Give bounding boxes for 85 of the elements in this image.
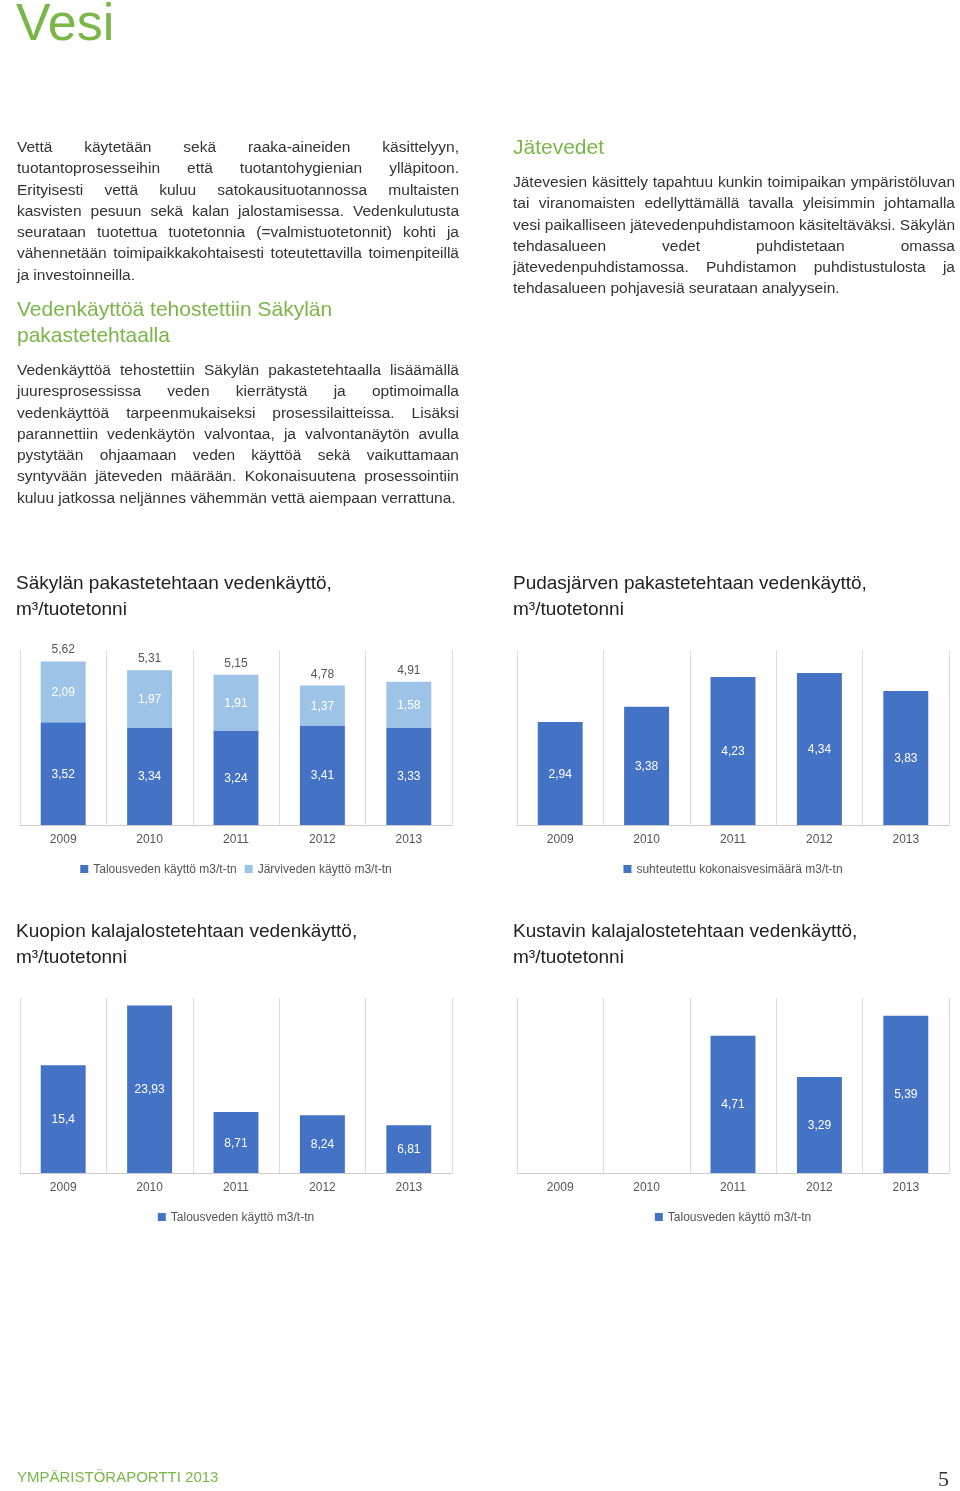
- data-label: 1,58: [397, 697, 421, 712]
- x-tick-label: 2011: [223, 832, 250, 846]
- bar: [127, 670, 173, 728]
- data-label: 3,24: [224, 770, 248, 785]
- bar: [127, 1005, 173, 1173]
- text: Vedenkäyttöä tehostettiin Säkylän pakastetehtaalla: [17, 296, 334, 348]
- text: Vettä käytetään sekä raaka-aineiden käsittelyyn, tuotantoprosesseihin että tuotantohygienian ylläpitoon. Erityisesti vettä kuluu satokausituotannossa multaisten kasvisten pesuun sekä kalan jalostamisessa. Vedenkulutusta seurataan tuotettua tuotetonnia (=valmistuotetonnit) kohti ja vähennetään toimipaikkakohtaisesti toteutettavilla toimenpiteillä ja investoinneilla.: [17, 137, 459, 285]
- x-tick-label: 2010: [633, 832, 661, 846]
- bar: [213, 1112, 259, 1173]
- text: Jätevedet: [513, 135, 606, 159]
- x-tick-label: 2010: [633, 1180, 661, 1194]
- data-label: 8,24: [310, 1137, 335, 1152]
- bar: [127, 727, 173, 825]
- data-label: 6,81: [397, 1142, 421, 1157]
- data-label: 4,34: [807, 742, 832, 757]
- data-label: 3,52: [51, 766, 76, 781]
- total-label: 5,62: [51, 642, 76, 657]
- legend-label: Talousveden käyttö m3/t-tn: [667, 1210, 812, 1224]
- bar: [624, 706, 670, 825]
- x-tick-label: 2013: [892, 1180, 920, 1194]
- bar: [386, 681, 432, 728]
- data-label: 1,97: [137, 691, 162, 706]
- bar: [796, 673, 842, 825]
- data-label: 3,38: [634, 758, 659, 773]
- chart-title: Pudasjärven pakastetehtaan vedenkäyttö, m³/tuotetonni: [513, 571, 868, 621]
- x-tick-label: 2013: [395, 1180, 423, 1194]
- text: YMPÄRISTÖRAPORTTI 2013: [17, 1468, 219, 1485]
- data-label: 1,37: [310, 698, 335, 713]
- x-tick-label: 2009: [546, 1180, 574, 1194]
- bar: [386, 727, 432, 825]
- x-tick-label: 2012: [806, 832, 834, 846]
- data-label: 4,23: [721, 743, 745, 758]
- x-tick-label: 2013: [892, 832, 920, 846]
- data-label: 3,33: [397, 769, 421, 784]
- data-label: 4,71: [721, 1097, 745, 1112]
- x-tick-label: 2011: [223, 1180, 250, 1194]
- data-label: 2,94: [548, 766, 573, 781]
- total-label: 5,31: [137, 651, 162, 666]
- bar: [213, 730, 259, 825]
- x-tick-label: 2011: [720, 832, 747, 846]
- total-label: 4,91: [397, 662, 421, 677]
- total-label: 5,15: [224, 655, 248, 670]
- data-label: 8,71: [224, 1135, 248, 1150]
- data-label: 2,09: [51, 684, 76, 699]
- chart-title: Kustavin kalajalostetehtaan vedenkäyttö, m³/tuotetonni: [513, 919, 859, 969]
- x-tick-label: 2009: [49, 1180, 77, 1194]
- data-label: 15,4: [51, 1112, 76, 1127]
- bar: [386, 1125, 432, 1173]
- data-label: 3,83: [894, 750, 918, 765]
- bar: [40, 1065, 86, 1173]
- data-label: 5,39: [894, 1087, 918, 1102]
- bar: [299, 685, 345, 726]
- legend-label: suhteutettu kokonaisvesimäärä m3/t-tn: [636, 862, 843, 876]
- x-tick-label: 2012: [309, 832, 337, 846]
- bar: [40, 722, 86, 825]
- chart-title: Säkylän pakastetehtaan vedenkäyttö, m³/tuotetonni: [16, 571, 333, 621]
- text: Vedenkäyttöä tehostettiin Säkylän pakastetehtaalla lisäämällä juuresprosessissa veden kierrätystä ja optimoimalla vedenkäyttöä tarpeenmukaiseksi prosessilaitteissa. Lisäksi parannettiin vedenkäytön valvontaa, ja valvontanäytön avulla pystytään ohjaamaan veden käyttöä sekä vaikuttamaan syntyvään jäteveden määrään. Kokonaisuutena prosessointiin kuluu jatkossa neljännes vähemmän vettä aiempaan verrattuna.: [17, 360, 459, 508]
- text: 5: [938, 1466, 949, 1491]
- data-label: 3,34: [137, 769, 162, 784]
- x-tick-label: 2012: [309, 1180, 337, 1194]
- bar: [299, 1115, 345, 1173]
- bar: [883, 690, 929, 825]
- text: Vesi: [16, 0, 115, 52]
- bar: [213, 674, 259, 731]
- x-tick-label: 2009: [49, 832, 77, 846]
- legend-label: Järviveden käyttö m3/t-tn: [257, 862, 392, 876]
- legend-label: Talousveden käyttö m3/t-tn: [93, 862, 237, 876]
- bar: [299, 725, 345, 825]
- data-label: 1,91: [224, 695, 248, 710]
- chart-title: Kuopion kalajalostetehtaan vedenkäyttö, m³/tuotetonni: [16, 919, 359, 969]
- data-label: 3,41: [310, 768, 335, 783]
- x-tick-label: 2011: [720, 1180, 747, 1194]
- data-label: 23,93: [134, 1082, 165, 1097]
- bar: [40, 661, 86, 723]
- bar: [537, 722, 583, 825]
- text: Jätevesien käsittely tapahtuu kunkin toimipaikan ympäristöluvan tai viranomaisten edellyttämällä tavalla yleisimmin johtamalla vesi paikalliseen jätevedenpuhdistamoon käsiteltäväksi. Säkylän tehdasalueen vedet puhdistetaan omassa jätevedenpuhdistamossa. Puhdistamon puhdistustulosta ja tehdasalueen pohjavesiä seurataan analyysein.: [513, 172, 956, 299]
- total-label: 4,78: [310, 666, 335, 681]
- legend-label: Talousveden käyttö m3/t-tn: [170, 1210, 315, 1224]
- x-tick-label: 2009: [546, 832, 574, 846]
- bar: [710, 676, 756, 825]
- x-tick-label: 2012: [806, 1180, 834, 1194]
- x-tick-label: 2010: [136, 832, 164, 846]
- x-tick-label: 2013: [395, 832, 423, 846]
- x-tick-label: 2010: [136, 1180, 164, 1194]
- data-label: 3,29: [807, 1118, 832, 1133]
